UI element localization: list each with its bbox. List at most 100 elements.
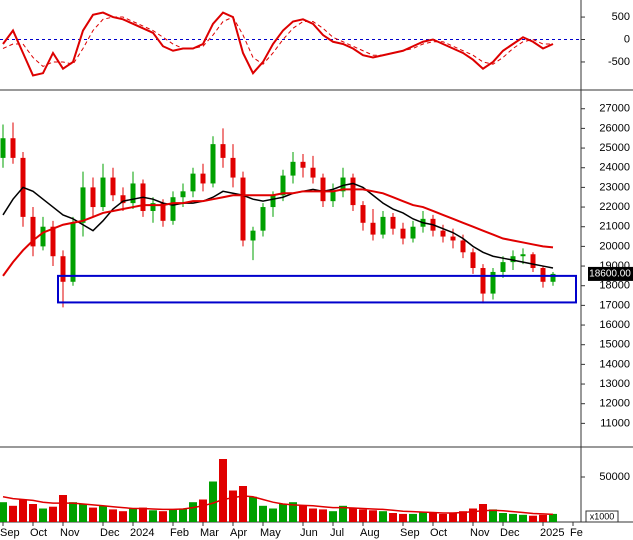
volume-bar [9,505,17,522]
candle-body [0,138,6,158]
candle-body [260,207,266,231]
volume-bar [399,513,407,522]
volume-bar [69,502,77,522]
candle-body [500,262,506,272]
candle-body [210,144,216,184]
volume-bar [149,510,157,522]
candle-body [280,175,286,196]
x-tick-label: Aug [360,527,380,539]
y-tick-label: 18000 [599,280,630,292]
candle-body [490,271,496,294]
candle-body [230,157,236,178]
volume-bar [239,486,247,522]
volume-bar [309,508,317,522]
volume-bar [229,490,237,522]
line [2,16,553,68]
candle-body [460,240,466,253]
volume-bar [19,499,27,522]
volume-bar [349,508,357,522]
unit-label: x1000 [590,511,615,521]
candle-body [50,226,56,257]
candle-body [100,177,106,208]
candle-body [330,191,336,202]
volume-bar [439,513,447,522]
candle-body [220,144,226,158]
volume-bar [339,505,347,522]
candle-body [240,177,246,241]
candle-body [510,256,516,263]
y-tick-label: 27000 [599,103,630,115]
x-tick-label: Apr [230,527,247,539]
candle-body [60,256,66,282]
x-tick-label: Jul [330,527,344,539]
y-tick-label: 25000 [599,142,630,154]
volume-bar [459,511,467,522]
candle-body [550,273,556,282]
candle-body [110,177,116,196]
x-tick-label: Fe [570,527,583,539]
y-tick-label: 21000 [599,221,630,233]
x-tick-label: Nov [60,527,80,539]
line [2,495,554,516]
volume-bar [189,502,197,522]
candle-body [320,177,326,202]
candle-body [340,177,346,192]
candle-body [250,230,256,241]
volume-bar [259,505,267,522]
volume-bar [549,513,557,522]
volume-bar [539,514,547,522]
volume-bar [299,505,307,522]
x-tick-label: Oct [30,527,47,539]
volume-bar [409,513,417,522]
candle-body [10,138,16,158]
volume-bar [269,508,277,522]
volume-bar [489,509,497,522]
candle-body [520,254,526,257]
candle-body [310,167,316,178]
volume-bar [99,505,107,522]
y-tick-label: 24000 [599,162,630,174]
volume-bar [29,504,37,522]
volume-bar [449,513,457,522]
candle-body [400,228,406,239]
y-tick-label: 26000 [599,122,630,134]
volume-bar [119,511,127,522]
line [2,188,554,277]
candle-body [370,222,376,235]
volume-bar [169,509,177,522]
candle-body [380,216,386,235]
x-tick-label: Feb [170,527,189,539]
x-tick-label: Dec [100,527,120,539]
candle-body [450,236,456,241]
x-tick-label: Nov [470,527,490,539]
y-tick-label: 0 [624,33,630,45]
x-tick-label: Sep [0,527,20,539]
candle-body [120,195,126,204]
x-tick-label: 2024 [130,527,154,539]
unit-box [585,510,619,523]
line [2,11,554,77]
candle-body [90,187,96,208]
candle-body [150,203,156,211]
volume-bar [129,508,137,522]
last-price-box [588,266,633,281]
y-tick-label: 17000 [599,299,630,311]
y-tick-label: 16000 [599,319,630,331]
y-tick-label: 23000 [599,181,630,193]
candle-body [530,254,536,269]
volume-bar [159,511,167,522]
last-price-label: 18600.00 [589,269,631,280]
candle-body [180,191,186,198]
y-tick-label: 12000 [599,398,630,410]
volume-bar [279,504,287,522]
volume-bar [39,508,47,522]
volume-bar [329,511,337,522]
volume-bar [199,499,207,522]
candle-body [40,226,46,247]
volume-bar [249,496,257,522]
volume-bar [89,507,97,522]
y-tick-label: 500 [612,11,630,23]
candle-body [480,268,486,294]
volume-bar [0,502,7,522]
